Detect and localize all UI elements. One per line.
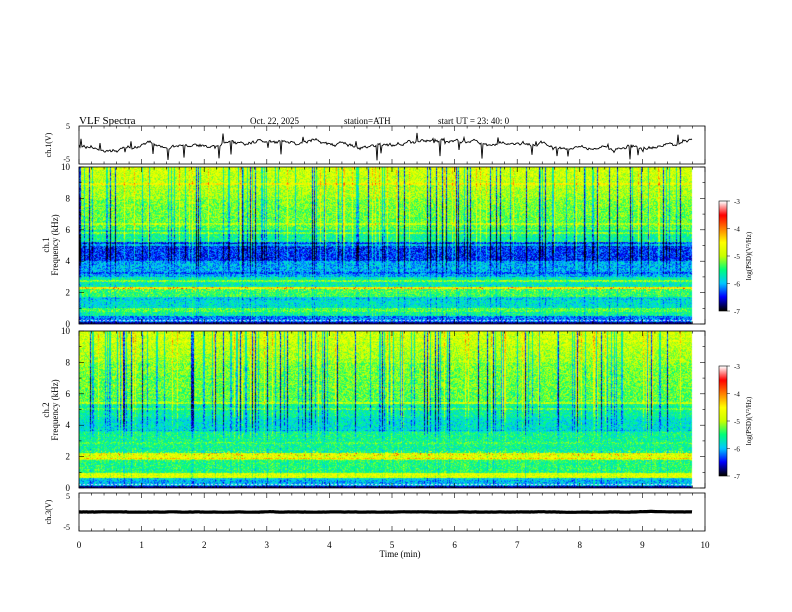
ch2-frequency-axis-label: Frequency (kHz)	[50, 379, 60, 440]
ch2-spec-channel-label: ch.2	[41, 402, 51, 417]
colorbar-tick-label: -6	[734, 446, 740, 454]
ch3-waveform-line	[78, 509, 693, 514]
start-ut-label: start UT = 23: 40: 0	[438, 116, 510, 126]
colorbar-tick-label: -5	[734, 418, 740, 426]
ch3-waveform-panel: 5 -5 ch.3(V) 0 1 2 3 4 5 6 7 8 9 10 Time (min)	[44, 492, 710, 559]
ch1-spectrogram-panel: 0 2 4 6 8 10 ch.1 Frequency (kHz)	[41, 162, 706, 329]
time-tick-label: 8	[578, 540, 583, 550]
colorbar-tick-label: -7	[734, 308, 740, 316]
colorbar-ch1-gradient	[719, 201, 727, 311]
frequency-tick-label: 2	[66, 452, 71, 462]
colorbar-tick-label: -5	[734, 253, 740, 261]
ch2-frequency-ticks: 0 2 4 6 8 10	[61, 326, 705, 493]
ch2-spectrogram-time-ticks	[78, 331, 706, 488]
frequency-tick-label: 10	[61, 326, 71, 336]
time-tick-label: 4	[327, 540, 332, 550]
ch1-ytick-top: 5	[66, 122, 70, 131]
colorbar-tick-label: -4	[734, 391, 740, 399]
ch2-spectrogram-image	[79, 331, 705, 488]
colorbar-tick-label: -3	[734, 363, 740, 371]
station-label: station=ATH	[344, 116, 391, 126]
ch1-waveform-ticks	[78, 126, 706, 164]
frequency-tick-label: 6	[66, 225, 71, 235]
ch2-spectrogram-panel: 0 2 4 6 8 10 ch.2 Frequency (kHz)	[41, 326, 706, 493]
frequency-tick-label: 4	[66, 420, 71, 430]
ch1-spec-channel-label: ch.1	[41, 237, 51, 252]
ch3-ytick-bottom: -5	[63, 523, 70, 532]
time-tick-label: 6	[452, 540, 457, 550]
colorbar-ch1-label: log(PSD)(V²/Hz)	[745, 231, 753, 280]
ch1-waveform-line	[78, 132, 693, 161]
date-label: Oct. 22, 2025	[250, 116, 299, 126]
ch1-waveform-panel: 5 -5 ch.1(V)	[44, 122, 706, 165]
frequency-tick-label: 10	[61, 162, 71, 172]
ch1-spectrogram-image	[79, 167, 705, 324]
colorbar-tick-label: -3	[734, 198, 740, 206]
time-axis-tick-labels: 0 1 2 3 4 5 6 7 8 9 10	[77, 540, 710, 550]
frequency-tick-label: 8	[66, 193, 71, 203]
time-tick-label: 2	[202, 540, 207, 550]
colorbar-ch2-label: log(PSD)(V²/Hz)	[745, 396, 753, 445]
frequency-tick-label: 0	[66, 483, 71, 493]
ch1-frequency-axis-label: Frequency (kHz)	[50, 214, 60, 275]
time-tick-label: 0	[77, 540, 82, 550]
time-tick-label: 5	[390, 540, 395, 550]
colorbar-ch2-gradient	[719, 366, 727, 476]
time-tick-label: 3	[265, 540, 270, 550]
colorbar-tick-label: -6	[734, 281, 740, 289]
frequency-tick-label: 0	[66, 319, 71, 329]
ch1-waveform-ylabel: ch.1(V)	[44, 132, 53, 157]
frequency-tick-label: 6	[66, 389, 71, 399]
frequency-tick-label: 2	[66, 288, 71, 298]
time-axis-label: Time (min)	[380, 549, 421, 559]
time-tick-label: 7	[515, 540, 520, 550]
ch1-ytick-bottom: -5	[63, 155, 70, 164]
colorbar-ch1: -3 -4 -5 -6 -7 log(PSD)(V²/Hz)	[718, 198, 753, 316]
ch3-ytick-top: 5	[66, 492, 70, 501]
figure-title: VLF Spectra	[79, 115, 136, 127]
figure-header: VLF Spectra Oct. 22, 2025 station=ATH st…	[79, 115, 510, 127]
frequency-tick-label: 4	[66, 256, 71, 266]
time-tick-label: 10	[701, 540, 711, 550]
colorbar-tick-label: -4	[734, 226, 740, 234]
time-tick-label: 1	[139, 540, 144, 550]
ch1-frequency-ticks: 0 2 4 6 8 10	[61, 162, 705, 329]
colorbar-ch1-ticks: -3 -4 -5 -6 -7	[727, 198, 740, 316]
frequency-tick-label: 8	[66, 357, 71, 367]
ch3-waveform-ylabel: ch.3(V)	[44, 499, 53, 524]
ch3-waveform-ticks	[78, 493, 706, 531]
time-tick-label: 9	[640, 540, 645, 550]
colorbar-ch2-ticks: -3 -4 -5 -6 -7	[727, 363, 740, 481]
ch1-spectrogram-time-ticks	[78, 167, 706, 324]
colorbar-tick-label: -7	[734, 473, 740, 481]
colorbar-ch2: -3 -4 -5 -6 -7 log(PSD)(V²/Hz)	[718, 363, 753, 481]
